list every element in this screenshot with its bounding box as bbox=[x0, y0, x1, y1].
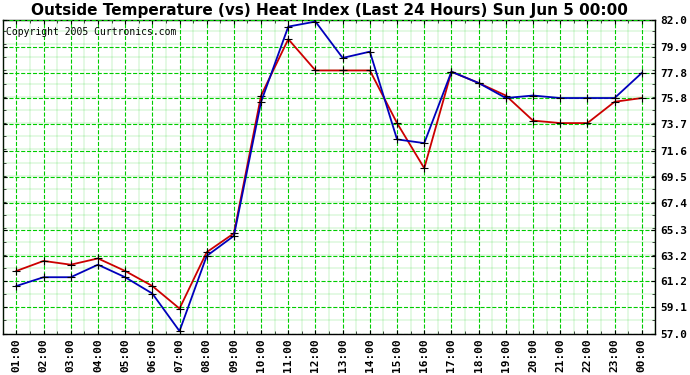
Text: Copyright 2005 Curtronics.com: Copyright 2005 Curtronics.com bbox=[6, 27, 177, 37]
Title: Outside Temperature (vs) Heat Index (Last 24 Hours) Sun Jun 5 00:00: Outside Temperature (vs) Heat Index (Las… bbox=[30, 3, 627, 18]
